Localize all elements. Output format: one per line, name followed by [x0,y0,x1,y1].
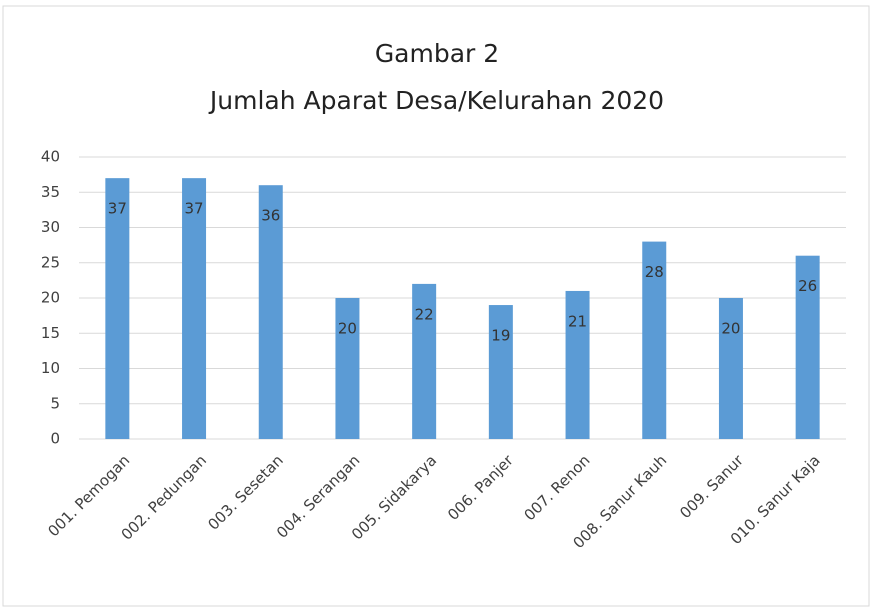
y-tick-label: 5 [50,394,60,412]
value-label: 37 [185,200,204,218]
value-label: 19 [491,327,510,345]
y-tick-label: 0 [50,430,60,448]
chart-title: Gambar 2 [375,39,499,68]
chart-subtitle: Jumlah Aparat Desa/Kelurahan 2020 [208,86,664,115]
value-label: 20 [338,320,357,338]
y-tick-label: 20 [41,289,60,307]
bar [412,283,437,439]
value-label: 36 [261,207,280,225]
bar [182,178,207,439]
bar [258,185,283,439]
y-tick-label: 15 [41,324,60,342]
y-tick-label: 35 [41,183,60,201]
bar [718,298,743,439]
y-tick-label: 10 [41,359,60,377]
value-label: 21 [568,312,587,330]
value-label: 26 [798,277,817,295]
y-tick-label: 40 [41,148,60,166]
bar [565,290,590,439]
bar [642,241,667,439]
y-tick-label: 25 [41,253,60,271]
value-label: 22 [415,305,434,323]
value-label: 37 [108,200,127,218]
bar [795,255,820,439]
bar [335,298,360,439]
bar [488,305,513,439]
value-label: 28 [645,263,664,281]
value-label: 20 [721,320,740,338]
y-tick-label: 30 [41,218,60,236]
bar [105,178,130,439]
